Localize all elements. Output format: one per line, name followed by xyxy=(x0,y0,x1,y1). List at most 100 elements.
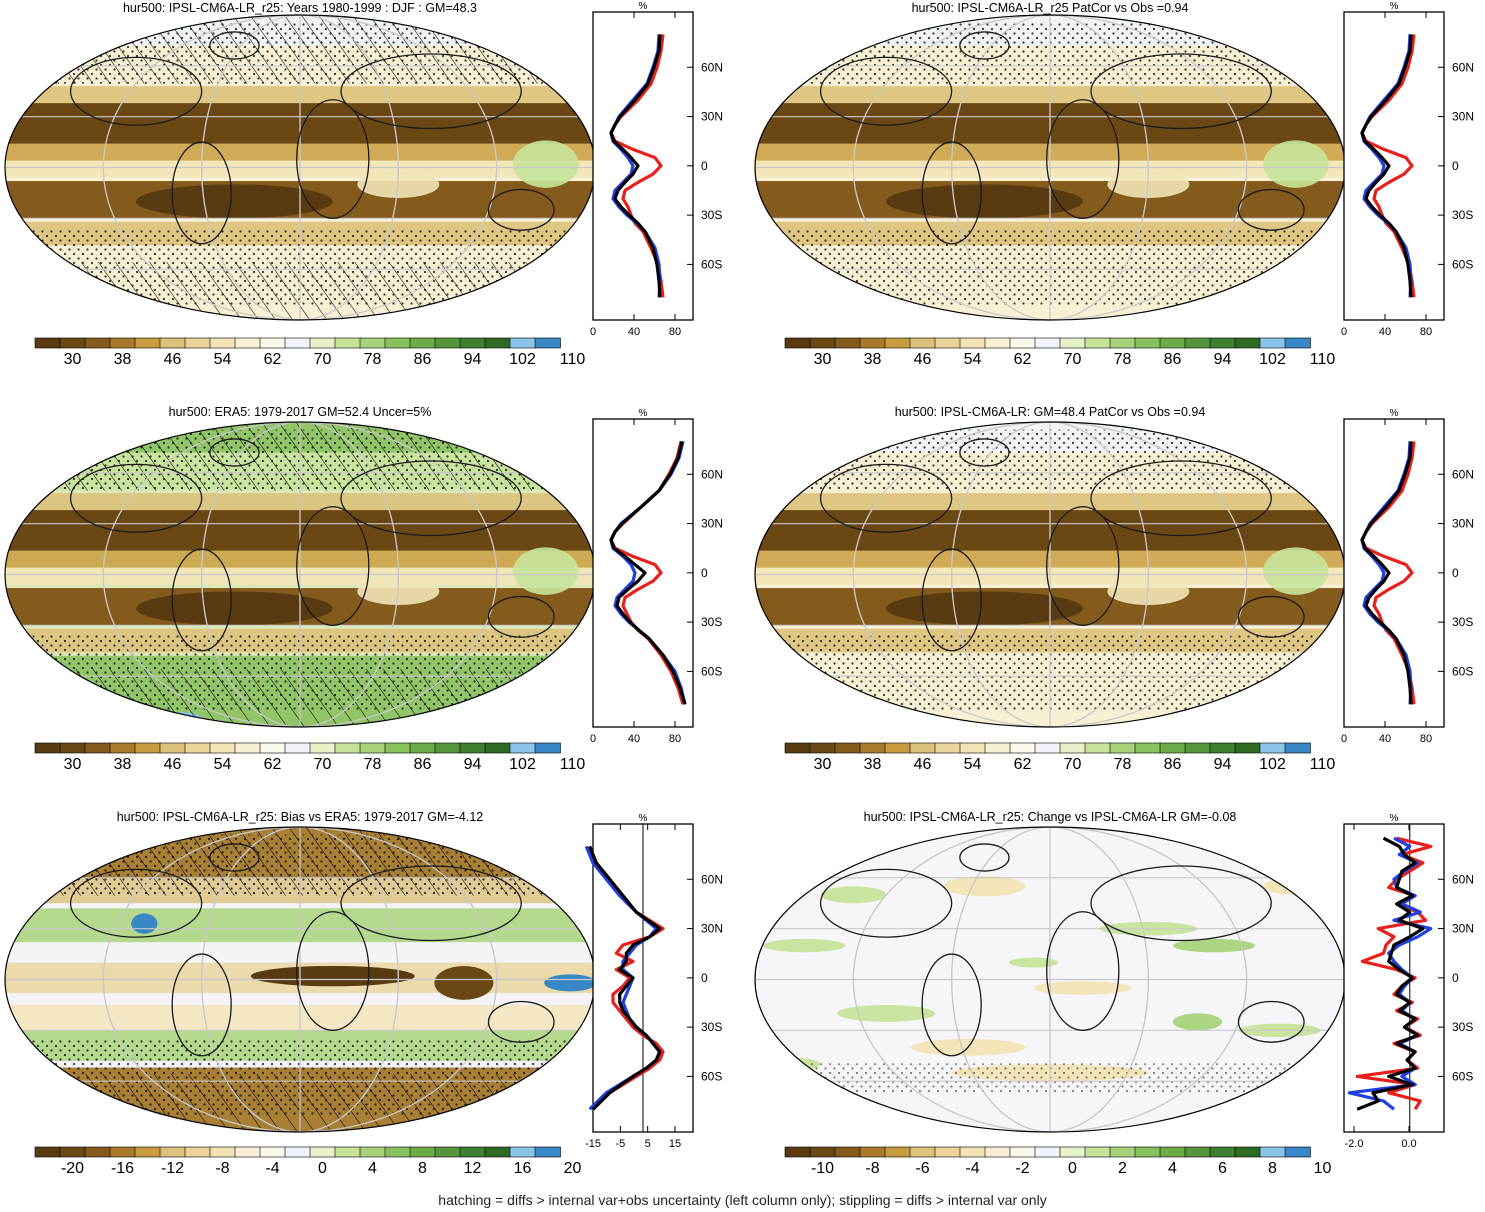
colorbar-swatch xyxy=(1084,1146,1111,1158)
colorbar-tick-label: 78 xyxy=(364,756,382,773)
colorbar-tick-label: -4 xyxy=(265,1160,279,1177)
profile-xtick-label: -2.0 xyxy=(1345,1138,1364,1150)
colorbar-swatch xyxy=(1009,742,1036,754)
colorbar-swatch xyxy=(509,337,536,349)
profile-ytick-label: 30N xyxy=(1452,922,1474,936)
profile-xlabel: % xyxy=(639,813,648,824)
profile-ytick-label: 30N xyxy=(1452,517,1474,531)
profile-ytick-label: 30S xyxy=(701,1020,722,1034)
colorbar-tick-label: 94 xyxy=(464,351,482,368)
colorbar-swatch xyxy=(384,337,411,349)
colorbar-tick-label: 46 xyxy=(914,351,932,368)
profile-ytick-label: 0 xyxy=(701,159,708,173)
colorbar-swatch xyxy=(334,1146,361,1158)
colorbar-swatch xyxy=(209,742,236,754)
colorbar-swatch xyxy=(84,1146,111,1158)
colorbar-swatch xyxy=(1234,337,1261,349)
colorbar-tick-label: 62 xyxy=(1014,756,1032,773)
profile-xlabel: % xyxy=(1390,408,1399,419)
profile-ytick-label: 60S xyxy=(701,664,722,678)
colorbar-tick-label: 86 xyxy=(414,756,432,773)
colorbar-swatch xyxy=(1009,337,1036,349)
colorbar-swatch xyxy=(334,742,361,754)
colorbar-swatch xyxy=(209,1146,236,1158)
colorbar-swatch xyxy=(484,1146,511,1158)
colorbar-swatch xyxy=(284,742,311,754)
profile-xtick-label: 0 xyxy=(590,326,596,338)
colorbar-swatch xyxy=(809,1146,836,1158)
colorbar-swatch xyxy=(234,337,261,349)
profile-xtick-label: 80 xyxy=(669,326,681,338)
colorbar-tick-label: 86 xyxy=(1164,351,1182,368)
colorbar-tick-label: 38 xyxy=(114,351,132,368)
colorbar-swatch xyxy=(434,337,461,349)
colorbar-swatch xyxy=(484,337,511,349)
colorbar-tick-label: 102 xyxy=(1259,756,1286,773)
colorbar-swatch xyxy=(934,1146,961,1158)
profile-line-model xyxy=(1360,34,1416,298)
colorbar-2: 30 38 46 54 62 70 78 86 94 102 110 xyxy=(784,337,1335,368)
profile-ytick-label: 60S xyxy=(1452,664,1473,678)
colorbar-swatch xyxy=(409,742,436,754)
colorbar-swatch xyxy=(1284,742,1311,754)
colorbar-tick-label: 70 xyxy=(1064,351,1082,368)
colorbar-swatch xyxy=(984,337,1011,349)
colorbar-tick-label: -4 xyxy=(965,1160,979,1177)
colorbar-tick-label: 54 xyxy=(214,756,232,773)
profile-line-ens xyxy=(1360,441,1413,705)
profile-xtick-label: 40 xyxy=(1379,326,1391,338)
profile-ytick-label: 0 xyxy=(701,566,708,580)
profile-ytick-label: 30N xyxy=(701,922,723,936)
colorbar-tick-label: 102 xyxy=(509,756,536,773)
colorbar-swatch xyxy=(1109,337,1136,349)
panel-title-4: hur500: IPSL-CM6A-LR: GM=48.4 PatCor vs … xyxy=(894,405,1206,419)
colorbar-swatch xyxy=(1159,1146,1186,1158)
colorbar-tick-label: 0 xyxy=(318,1160,327,1177)
colorbar-tick-label: 46 xyxy=(914,756,932,773)
colorbar-swatch xyxy=(884,1146,911,1158)
colorbar-tick-label: 46 xyxy=(164,756,182,773)
colorbar-swatch xyxy=(1284,337,1311,349)
colorbar-swatch xyxy=(1109,1146,1136,1158)
colorbar-swatch xyxy=(284,1146,311,1158)
colorbar-tick-label: 94 xyxy=(1214,756,1232,773)
colorbar-tick-label: 12 xyxy=(464,1160,482,1177)
colorbar-swatch xyxy=(809,742,836,754)
colorbar-3: 30 38 46 54 62 70 78 86 94 102 110 xyxy=(34,742,585,773)
colorbar-swatch xyxy=(1209,742,1236,754)
colorbar-swatch xyxy=(34,742,61,754)
colorbar-swatch xyxy=(1034,337,1061,349)
colorbar-tick-label: -10 xyxy=(811,1160,834,1177)
colorbar-swatch xyxy=(34,337,61,349)
profile-xtick-label: 5 xyxy=(645,1138,651,1150)
profile-ytick-label: 30N xyxy=(701,517,723,531)
profile-line-ens xyxy=(1360,34,1413,298)
colorbar-swatch xyxy=(859,742,886,754)
colorbar-tick-label: 30 xyxy=(814,756,832,773)
colorbar-tick-label: 86 xyxy=(414,351,432,368)
colorbar-swatch xyxy=(1134,742,1161,754)
colorbar-tick-label: -2 xyxy=(1015,1160,1029,1177)
colorbar-swatch xyxy=(834,1146,861,1158)
colorbar-swatch xyxy=(159,1146,186,1158)
colorbar-swatch xyxy=(1284,1146,1311,1158)
profile-ytick-label: 60N xyxy=(701,872,723,886)
colorbar-tick-label: 16 xyxy=(514,1160,532,1177)
colorbar-swatch xyxy=(159,337,186,349)
profile-xlabel: % xyxy=(1390,813,1399,824)
colorbar-tick-label: 46 xyxy=(164,351,182,368)
colorbar-tick-label: 94 xyxy=(464,756,482,773)
colorbar-swatch xyxy=(884,742,911,754)
colorbar-swatch xyxy=(534,1146,561,1158)
colorbar-swatch xyxy=(1159,742,1186,754)
colorbar-swatch xyxy=(209,337,236,349)
profile-ytick-label: 60N xyxy=(1452,467,1474,481)
colorbar-swatch xyxy=(159,742,186,754)
colorbar-tick-label: 30 xyxy=(64,351,82,368)
colorbar-swatch xyxy=(59,337,86,349)
colorbar-tick-label: 2 xyxy=(1118,1160,1127,1177)
colorbar-swatch xyxy=(134,742,161,754)
colorbar-swatch xyxy=(959,1146,986,1158)
colorbar-tick-label: 86 xyxy=(1164,756,1182,773)
